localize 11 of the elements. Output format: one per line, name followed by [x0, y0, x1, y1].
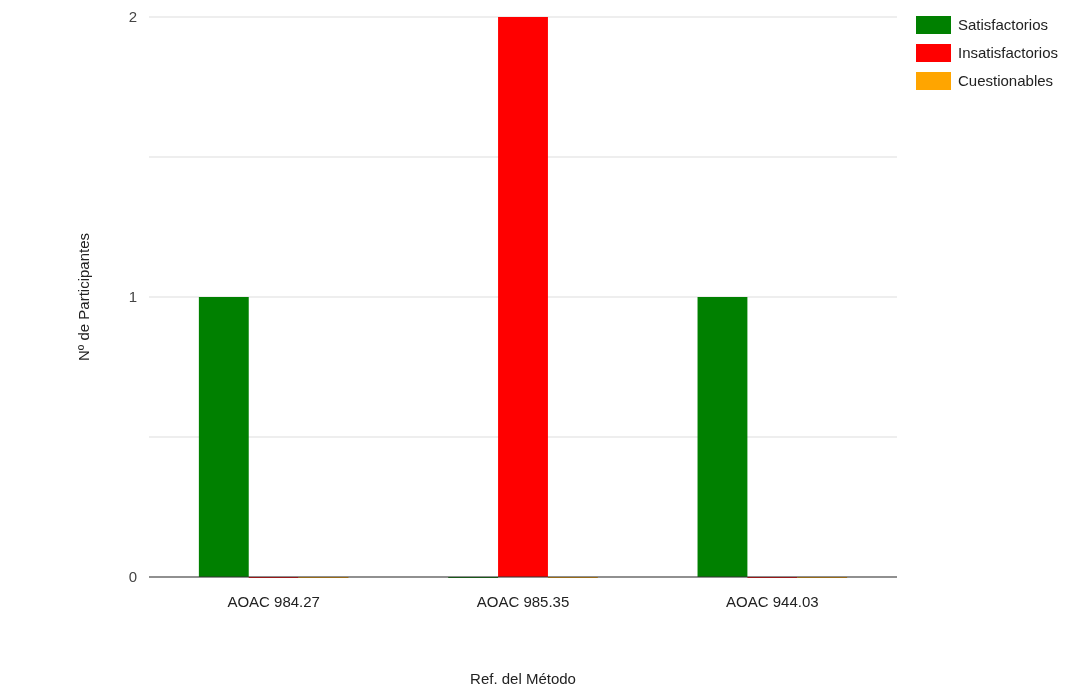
x-tick-label: AOAC 984.27: [227, 593, 320, 610]
x-tick-label: AOAC 944.03: [726, 593, 819, 610]
y-tick-label: 0: [128, 568, 137, 586]
legend-label: Satisfactorios: [958, 16, 1049, 34]
legend-label: Cuestionables: [958, 72, 1054, 90]
legend-label: Insatisfactorios: [958, 44, 1059, 62]
x-axis-title: Ref. del Método: [470, 670, 576, 687]
x-tick-label: AOAC 985.35: [476, 593, 570, 610]
y-tick-label: 1: [128, 288, 137, 306]
y-axis-title: Nº de Participantes: [75, 232, 92, 362]
y-tick-label: 2: [128, 8, 137, 26]
